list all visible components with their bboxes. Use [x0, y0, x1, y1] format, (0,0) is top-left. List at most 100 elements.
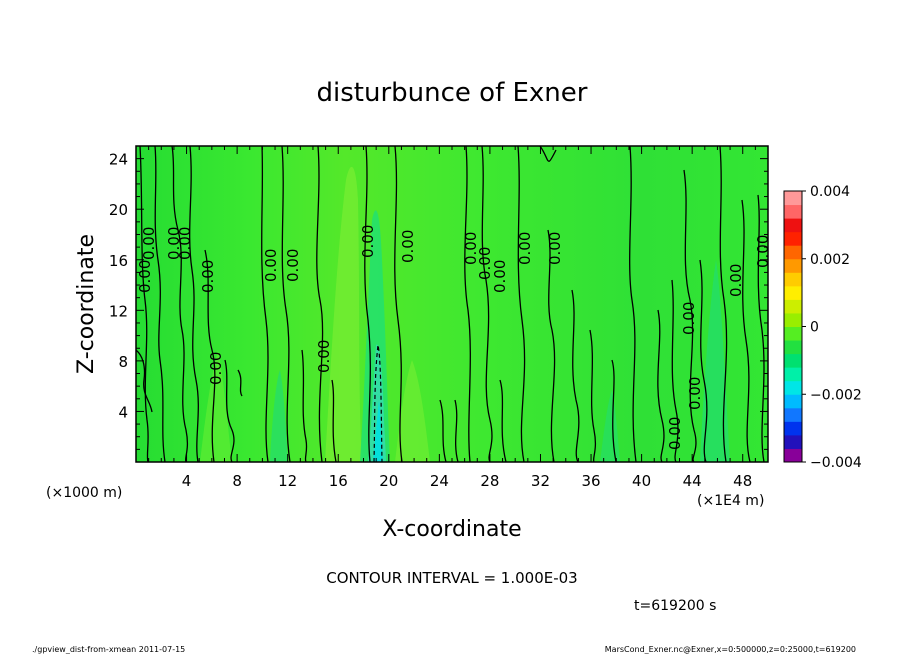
contour-line — [481, 146, 493, 462]
footer-right: MarsCond_Exner.nc@Exner,x=0:500000,z=0:2… — [605, 645, 856, 654]
field-background — [136, 146, 768, 462]
y-tick-label: 4 — [118, 403, 128, 421]
contour-labels: 0.00 0.00 0.00 0.00 0.00 0.00 0.00 0.00 … — [136, 225, 772, 450]
contour-line — [657, 309, 665, 462]
contour-label: 0.00 — [262, 249, 280, 282]
colorbar-tick-label: 0 — [810, 320, 819, 336]
y-tick-label: 24 — [109, 151, 128, 169]
y-tick-labels: 4 8 12 16 20 24 — [109, 151, 128, 422]
contour-label: 0.00 — [666, 417, 684, 450]
y-axis-label: Z-coordinate — [74, 234, 99, 374]
colorbar-swatch — [784, 340, 802, 355]
x-scale-label: (×1E4 m) — [697, 493, 764, 509]
contour-label: 0.00 — [136, 260, 154, 293]
y-tick-label: 20 — [109, 201, 128, 219]
contour-line — [683, 169, 697, 462]
colorbar — [784, 191, 802, 463]
contour-line — [571, 289, 580, 462]
negative-patch — [270, 370, 288, 462]
contour-line — [499, 379, 507, 462]
contour-label: 0.00 — [199, 260, 217, 293]
colorbar-swatch — [784, 285, 802, 300]
contour-line — [719, 146, 728, 462]
colorbar-labels: 0.004 0.002 0 −0.002 −0.004 — [802, 184, 862, 471]
contour-line — [699, 259, 708, 462]
contour-label: 0.00 — [516, 232, 534, 265]
contour-line — [237, 369, 243, 397]
contour-line — [154, 146, 166, 462]
colorbar-swatch — [784, 353, 802, 368]
contour-line — [629, 146, 637, 462]
contour-line — [464, 146, 471, 462]
colorbar-swatch — [784, 272, 802, 287]
contour-lines — [136, 146, 765, 462]
x-tick-label: 36 — [581, 472, 600, 490]
contour-line — [224, 359, 235, 462]
contour-line — [741, 199, 751, 462]
x-tick-labels: 4 8 12 16 20 24 28 32 36 40 44 48 — [182, 472, 752, 490]
colorbar-swatch — [784, 326, 802, 341]
positive-plume — [325, 166, 362, 462]
x-axis-label: X-coordinate — [382, 517, 521, 542]
contour-label: 0.00 — [686, 377, 704, 410]
contour-line — [331, 379, 337, 462]
contour-interval-text: CONTOUR INTERVAL = 1.000E-03 — [326, 569, 577, 587]
contour-line — [189, 146, 199, 462]
colorbar-swatch — [784, 448, 802, 463]
contour-label: 0.00 — [165, 227, 183, 260]
contour-line — [671, 279, 679, 462]
contour-label: 0.00 — [140, 227, 158, 260]
y-tick-label: 16 — [109, 252, 128, 270]
colorbar-swatch — [784, 380, 802, 395]
x-tick-label: 40 — [632, 472, 651, 490]
contour-label: 0.00 — [315, 340, 333, 373]
x-tick-label: 32 — [531, 472, 550, 490]
x-tick-label: 4 — [182, 472, 192, 490]
contour-line — [539, 146, 557, 162]
colorbar-swatch — [784, 258, 802, 273]
contour-line — [589, 329, 597, 462]
positive-patch — [200, 350, 232, 462]
colorbar-swatch — [784, 312, 802, 327]
contour-label: 0.00 — [727, 264, 745, 297]
colorbar-tick-label: −0.004 — [810, 455, 862, 471]
contour-line — [757, 194, 765, 462]
negative-patch — [700, 260, 730, 462]
x-unit-label: (×1000 m) — [46, 485, 122, 501]
contour-label: 0.00 — [176, 227, 194, 260]
x-tick-label: 24 — [430, 472, 449, 490]
colorbar-swatch — [784, 394, 802, 409]
time-label: t=619200 s — [634, 598, 716, 614]
contour-line — [281, 146, 291, 462]
y-tick-label: 12 — [109, 302, 128, 320]
axis-ticks — [136, 146, 768, 462]
colorbar-swatch — [784, 218, 802, 233]
x-tick-label: 20 — [379, 472, 398, 490]
negative-core — [373, 400, 383, 462]
contour-label: 0.00 — [399, 230, 417, 263]
contour-label: 0.00 — [284, 249, 302, 282]
x-tick-label: 8 — [232, 472, 242, 490]
contour-line — [316, 146, 324, 462]
chart-title: disturbunce of Exner — [317, 78, 588, 108]
colorbar-swatch — [784, 231, 802, 246]
footer-left: ./gpview_dist-from-xmean 2011-07-15 — [32, 645, 185, 654]
colorbar-tick-label: 0.002 — [810, 252, 850, 268]
contour-label: 0.00 — [491, 260, 509, 293]
contour-line — [136, 349, 153, 413]
colorbar-swatch — [784, 434, 802, 449]
contour-line — [364, 146, 371, 462]
contour-line — [439, 399, 447, 462]
contour-line — [547, 229, 556, 462]
colorbar-swatch — [784, 191, 802, 206]
contour-label: 0.00 — [754, 235, 772, 268]
contour-label: 0.00 — [359, 225, 377, 258]
positive-plume — [395, 360, 430, 462]
x-tick-label: 16 — [329, 472, 348, 490]
contour-label: 0.00 — [462, 232, 480, 265]
colorbar-swatch — [784, 299, 802, 314]
contour-line — [301, 349, 308, 462]
contour-label: 0.00 — [680, 302, 698, 335]
x-tick-label: 48 — [733, 472, 752, 490]
